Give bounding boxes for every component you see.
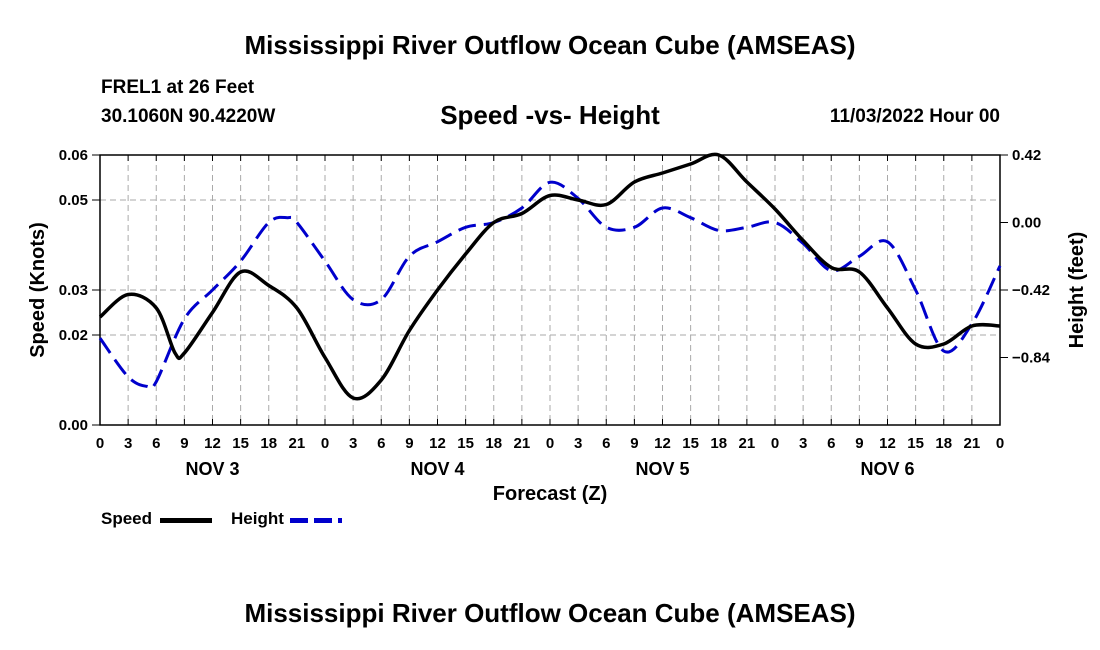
day-label: NOV 6: [860, 459, 914, 479]
x-tick-label: 0: [771, 435, 779, 452]
x-tick-label: 0: [996, 435, 1004, 452]
x-tick-label: 0: [546, 435, 554, 452]
x-tick-label: 3: [799, 435, 807, 452]
y2-axis-label: Height (feet): [1066, 232, 1088, 349]
legend-speed-swatch: [160, 518, 212, 523]
x-tick-label: 18: [935, 435, 952, 452]
x-tick-label: 12: [654, 435, 671, 452]
legend-speed-label: Speed: [101, 509, 153, 528]
x-tick-label: 6: [602, 435, 610, 452]
x-tick-label: 15: [907, 435, 924, 452]
chart-subtitle: Speed -vs- Height: [440, 100, 660, 130]
day-labels: NOV 3 NOV 4 NOV 5 NOV 6: [185, 459, 914, 479]
x-tick-label: 21: [964, 435, 981, 452]
x-tick-label: 12: [429, 435, 446, 452]
y-tick-label: 0.05: [59, 192, 88, 209]
height-series-line: [98, 180, 1002, 391]
day-label: NOV 5: [635, 459, 689, 479]
x-tick-label: 3: [574, 435, 582, 452]
x-tick-label: 21: [514, 435, 531, 452]
speed-series-line: [98, 152, 1001, 401]
y-tick-label: 0.00: [59, 417, 88, 434]
y2-tick-label: 0.42: [1012, 147, 1041, 164]
x-tick-label: 0: [96, 435, 104, 452]
x-tick-label: 0: [321, 435, 329, 452]
x-tick-label: 12: [204, 435, 221, 452]
axis-ticks: [92, 154, 1008, 426]
y2-axis-tick-labels: 0.42 0.00 −0.42 −0.84: [1012, 147, 1051, 367]
x-axis-tick-labels: 0 3 6 9 12 15 18 21 0 3 6 9 12 15 18 21 0 3 6 9 12 15 18 21 0 3 6 9…: [96, 435, 1004, 452]
station-coordinates: 30.1060N 90.4220W: [101, 106, 276, 127]
x-tick-label: 15: [232, 435, 249, 452]
y-tick-label: 0.03: [59, 282, 88, 299]
x-tick-label: 6: [377, 435, 385, 452]
x-tick-label: 15: [682, 435, 699, 452]
x-tick-label: 9: [855, 435, 863, 452]
y-axis-label: Speed (Knots): [27, 222, 49, 358]
x-tick-label: 21: [739, 435, 756, 452]
x-tick-label: 15: [457, 435, 474, 452]
x-tick-label: 9: [405, 435, 413, 452]
y-tick-label: 0.02: [59, 327, 88, 344]
x-tick-label: 3: [349, 435, 357, 452]
y-axis-tick-labels: 0.00 0.02 0.03 0.05 0.06: [59, 147, 88, 434]
x-axis-label: Forecast (Z): [493, 483, 607, 505]
x-tick-label: 9: [630, 435, 638, 452]
x-tick-label: 21: [289, 435, 306, 452]
x-tick-label: 18: [710, 435, 727, 452]
day-label: NOV 4: [410, 459, 464, 479]
chart-grid: [100, 155, 1000, 425]
x-tick-label: 18: [485, 435, 502, 452]
main-title: Mississippi River Outflow Ocean Cube (AM…: [244, 30, 856, 60]
x-tick-label: 3: [124, 435, 132, 452]
station-label: FREL1 at 26 Feet: [101, 77, 255, 98]
forecast-datetime: 11/03/2022 Hour 00: [829, 106, 1000, 127]
y2-tick-label: −0.84: [1012, 350, 1051, 367]
y2-tick-label: −0.42: [1012, 282, 1050, 299]
footer-title: Mississippi River Outflow Ocean Cube (AM…: [244, 598, 856, 628]
x-tick-label: 12: [879, 435, 896, 452]
x-tick-label: 9: [180, 435, 188, 452]
x-tick-label: 18: [260, 435, 277, 452]
x-tick-label: 6: [827, 435, 835, 452]
y-tick-label: 0.06: [59, 147, 88, 164]
legend-height-label: Height: [231, 509, 284, 528]
day-label: NOV 3: [185, 459, 239, 479]
y2-tick-label: 0.00: [1012, 215, 1041, 232]
x-tick-label: 6: [152, 435, 160, 452]
legend-height-swatch: [290, 518, 342, 523]
